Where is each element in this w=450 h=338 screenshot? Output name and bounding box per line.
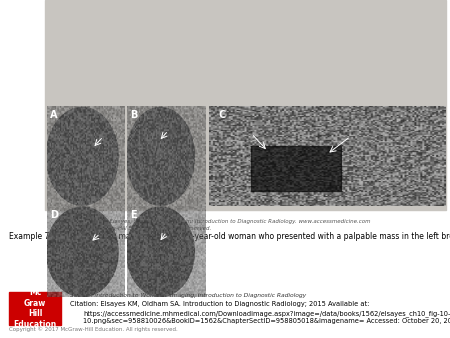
Polygon shape	[126, 107, 194, 205]
Text: B: B	[130, 111, 138, 120]
Polygon shape	[46, 107, 118, 205]
Polygon shape	[126, 207, 194, 296]
Text: A: A	[50, 111, 58, 120]
Polygon shape	[46, 207, 118, 296]
Text: Copyright © 2017 McGraw-Hill Education. All rights reserved.: Copyright © 2017 McGraw-Hill Education. …	[9, 326, 178, 332]
Text: Source: Khaled M. Elsayes, Sandra A. A. Oldham: Introduction to Diagnostic Radio: Source: Khaled M. Elsayes, Sandra A. A. …	[58, 219, 371, 231]
Text: Example 7: (A,B) Diagnostic mammogram in 63-year-old woman who presented with a : Example 7: (A,B) Diagnostic mammogram in…	[9, 232, 450, 241]
Text: C: C	[218, 111, 225, 120]
Text: Citation: Elsayes KM, Oldham SA. Introduction to Diagnostic Radiology; 2015 Avai: Citation: Elsayes KM, Oldham SA. Introdu…	[70, 301, 369, 308]
Text: 10.png&sec=958810026&BookID=1562&ChapterSectID=958805018&imagename= Accessed: Oc: 10.png&sec=958810026&BookID=1562&Chapter…	[83, 318, 450, 324]
Text: Mc
Graw
Hill
Education: Mc Graw Hill Education	[14, 289, 57, 329]
Text: Source: Introduction to Women's Imaging, Introduction to Diagnostic Radiology: Source: Introduction to Women's Imaging,…	[70, 293, 306, 298]
Text: https://accessmedicine.mhmedical.com/Downloadimage.aspx?image=/data/books/1562/e: https://accessmedicine.mhmedical.com/Dow…	[83, 310, 450, 317]
Bar	[45, 0, 446, 210]
Bar	[9, 292, 61, 325]
Bar	[251, 146, 341, 191]
Text: E: E	[130, 210, 137, 220]
Text: D: D	[50, 210, 58, 220]
